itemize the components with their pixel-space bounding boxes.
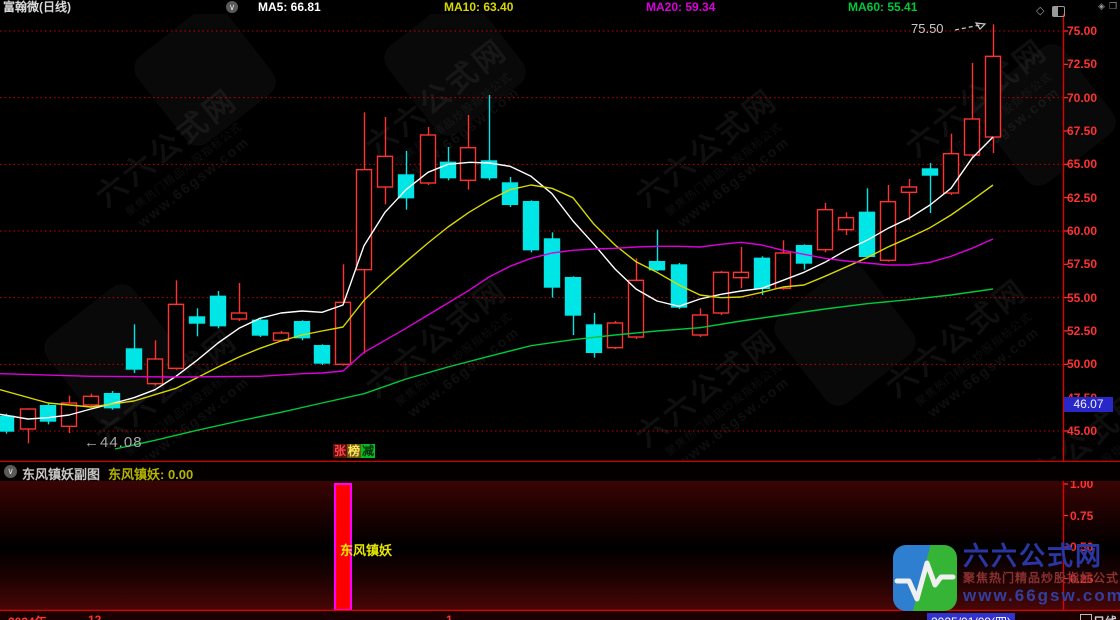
subchart-header [0, 462, 1120, 481]
site-logo: 六六公式网 聚焦热门精品炒股指标公式 www.66gsw.com [893, 541, 1120, 616]
panel-toggle-icon[interactable] [1052, 6, 1065, 17]
diamond-tool-icon[interactable]: ◇ [1036, 5, 1045, 17]
low-price-annotation: ←44.08 [84, 434, 143, 451]
logo-text-block: 六六公式网 聚焦热门精品炒股指标公式 www.66gsw.com [963, 541, 1120, 616]
corner-window-icon[interactable]: ❒ [1109, 1, 1118, 11]
ma60-value: MA60: 55.41 [848, 0, 918, 14]
ma10-value: MA10: 63.40 [444, 0, 514, 14]
main-y-axis-label: 45.00 [1067, 424, 1098, 438]
selected-date-label[interactable]: 2025/01/09(四) [927, 613, 1016, 620]
time-axis-label: 12 [88, 613, 102, 620]
ma20-value: MA20: 59.34 [646, 0, 716, 14]
signal-char: 减 [361, 444, 376, 458]
current-price-tag: 46.07 [1064, 397, 1113, 412]
high-price-annotation: 75.50 [911, 21, 944, 36]
main-y-axis-label: 67.50 [1067, 124, 1098, 138]
sub-y-axis-label: 0.50 [1070, 540, 1094, 554]
main-y-axis-label: 72.50 [1067, 57, 1098, 72]
time-axis-label: 2024年 [8, 613, 47, 620]
title-bar: 富翰微(日线) MA5: 66.81 MA10: 63.40 MA20: 59.… [0, 0, 1120, 14]
high-arrow-icon [954, 22, 987, 31]
symbol-title: 富翰微(日线) [3, 0, 71, 14]
signal-bar-label: 东风镇妖 [340, 543, 393, 558]
subchart-collapse-icon[interactable]: ∨ [4, 465, 17, 478]
logo-url: www.66gsw.com [963, 586, 1120, 605]
period-box-icon[interactable] [1080, 614, 1092, 620]
pulse-logo-icon [893, 545, 957, 611]
status-bar [0, 611, 1120, 620]
logo-tagline: 聚焦热门精品炒股指标公式 [963, 571, 1120, 585]
sub-y-axis-label: 0.25 [1070, 571, 1094, 586]
sub-y-axis-label: 0.75 [1070, 508, 1094, 523]
main-y-axis-label: 57.50 [1067, 257, 1098, 272]
main-y-axis-label: 60.00 [1067, 224, 1098, 238]
signal-text-badge: 张榜减 [333, 444, 376, 458]
main-y-axis-label: 55.00 [1067, 290, 1098, 305]
time-axis-label: 1 [446, 613, 453, 620]
signal-char: 张 [333, 444, 348, 458]
corner-diamond-icon[interactable]: ◈ [1098, 1, 1105, 11]
ma5-value: MA5: 66.81 [258, 0, 321, 14]
subchart-indicator-value: 东风镇妖: 0.00 [108, 467, 194, 482]
chevron-down-icon[interactable]: ∨ [226, 1, 238, 13]
period-selector[interactable]: 日线 [1093, 613, 1117, 620]
main-y-axis-label: 75.00 [1067, 24, 1098, 38]
main-y-axis-label: 62.50 [1067, 190, 1098, 205]
main-y-axis-label: 52.50 [1067, 324, 1098, 338]
logo-title: 六六公式网 [963, 541, 1104, 571]
main-y-axis-label: 65.00 [1067, 157, 1098, 172]
main-y-axis-label: 70.00 [1067, 90, 1098, 105]
subchart-title: 东风镇妖副图 [22, 467, 101, 482]
main-y-axis-label: 50.00 [1067, 357, 1098, 372]
signal-char: 榜 [347, 444, 362, 458]
